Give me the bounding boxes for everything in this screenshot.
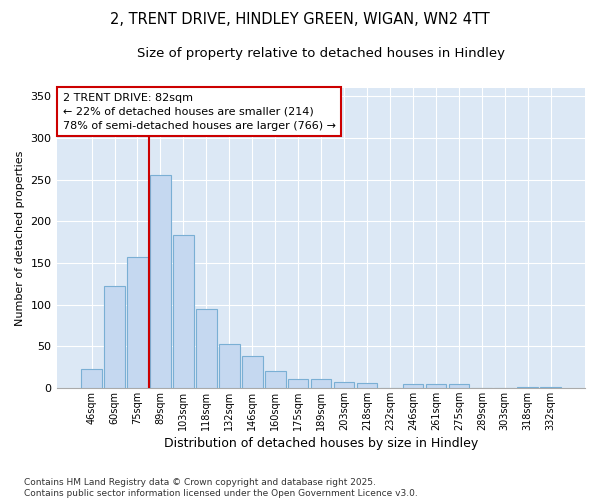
- Bar: [311, 378, 331, 388]
- Bar: [196, 308, 217, 388]
- Bar: [541, 387, 561, 388]
- Bar: [150, 176, 171, 388]
- Bar: [517, 387, 538, 388]
- Bar: [357, 383, 377, 388]
- Bar: [334, 382, 355, 388]
- Bar: [403, 384, 423, 388]
- Bar: [104, 286, 125, 388]
- Text: Contains HM Land Registry data © Crown copyright and database right 2025.
Contai: Contains HM Land Registry data © Crown c…: [24, 478, 418, 498]
- Bar: [288, 380, 308, 388]
- Bar: [449, 384, 469, 388]
- Bar: [265, 371, 286, 388]
- Bar: [425, 384, 446, 388]
- Bar: [219, 344, 239, 388]
- Title: Size of property relative to detached houses in Hindley: Size of property relative to detached ho…: [137, 48, 505, 60]
- Bar: [242, 356, 263, 388]
- Text: 2, TRENT DRIVE, HINDLEY GREEN, WIGAN, WN2 4TT: 2, TRENT DRIVE, HINDLEY GREEN, WIGAN, WN…: [110, 12, 490, 28]
- Y-axis label: Number of detached properties: Number of detached properties: [15, 150, 25, 326]
- Bar: [127, 257, 148, 388]
- Bar: [173, 236, 194, 388]
- X-axis label: Distribution of detached houses by size in Hindley: Distribution of detached houses by size …: [164, 437, 478, 450]
- Bar: [81, 368, 102, 388]
- Text: 2 TRENT DRIVE: 82sqm
← 22% of detached houses are smaller (214)
78% of semi-deta: 2 TRENT DRIVE: 82sqm ← 22% of detached h…: [62, 92, 335, 130]
